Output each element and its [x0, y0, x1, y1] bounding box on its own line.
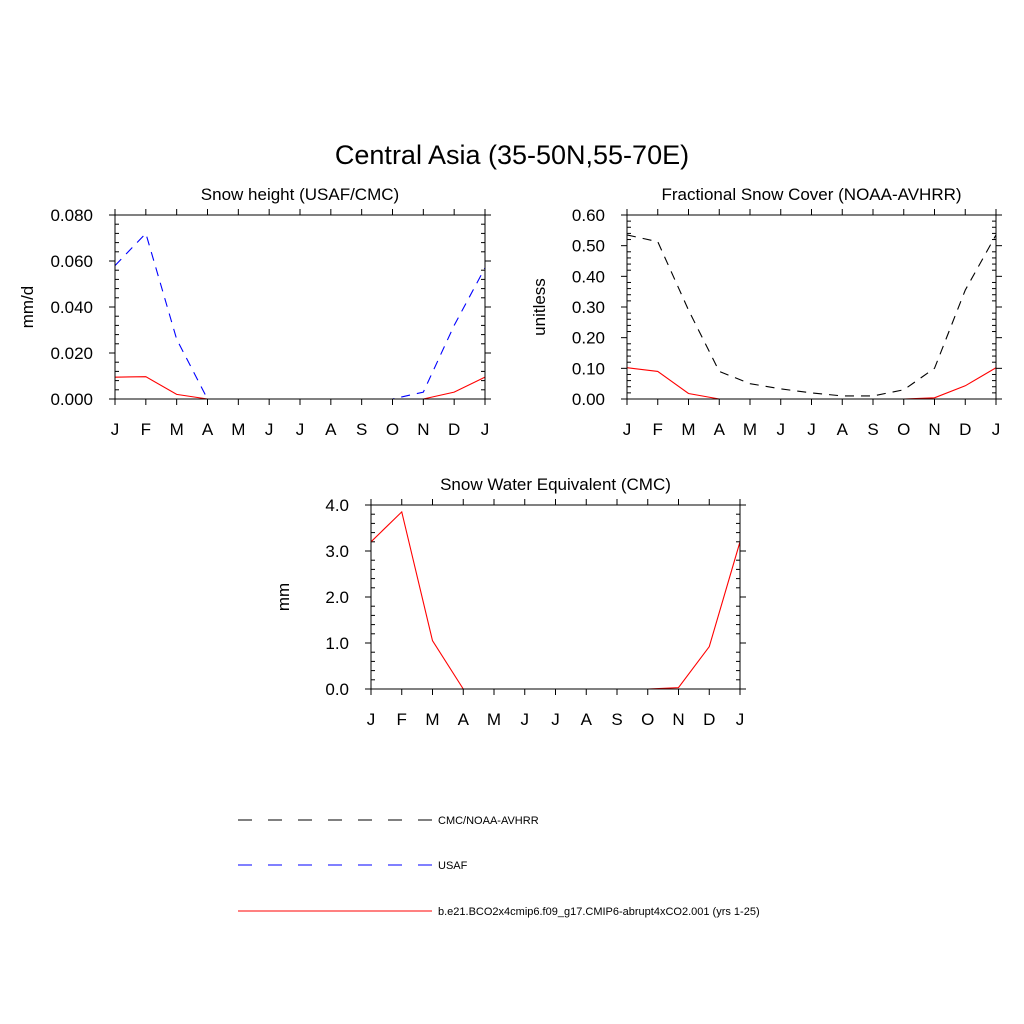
y-tick-label: 3.0	[325, 542, 349, 561]
x-tick-label: A	[458, 710, 470, 729]
x-tick-label: J	[777, 420, 786, 439]
x-tick-label: M	[425, 710, 439, 729]
legend-entry: b.e21.BCO2x4cmip6.f09_g17.CMIP6-abrupt4x…	[238, 906, 760, 918]
x-tick-label: J	[265, 420, 274, 439]
x-tick-label: O	[386, 420, 399, 439]
legend-entry: CMC/NOAA-AVHRR	[238, 815, 539, 827]
series-line-b-e21-bco2x4cmip6-f09-g17-cmip6-abrupt4xco2-001	[370, 510, 741, 690]
x-tick-label: F	[397, 710, 407, 729]
x-tick-label: M	[743, 420, 757, 439]
x-tick-label: M	[681, 420, 695, 439]
y-tick-label: 0.60	[572, 206, 605, 225]
x-tick-label: N	[928, 420, 940, 439]
x-tick-label: M	[170, 420, 184, 439]
x-tick-label: S	[611, 710, 622, 729]
x-tick-label: J	[367, 710, 376, 729]
y-tick-label: 4.0	[325, 496, 349, 515]
y-tick-label: 0.020	[50, 344, 93, 363]
x-tick-label: O	[641, 710, 654, 729]
plot-frame	[370, 504, 741, 690]
chart-panel-1: Snow height (USAF/CMC)mm/dJ F M A M J J A S O N D J0…	[18, 185, 491, 439]
series-line-cmc-noaa-avhrr	[626, 234, 997, 397]
x-tick-label: D	[703, 710, 715, 729]
x-tick-label: D	[959, 420, 971, 439]
x-tick-label: S	[356, 420, 367, 439]
x-tick-label: J	[992, 420, 1001, 439]
x-tick-label: D	[448, 420, 460, 439]
legend-label: b.e21.BCO2x4cmip6.f09_g17.CMIP6-abrupt4x…	[438, 906, 760, 918]
y-axis-label: unitless	[530, 278, 549, 336]
x-tick-label: J	[623, 420, 632, 439]
y-tick-label: 0.00	[572, 390, 605, 409]
y-tick-label: 0.0	[325, 680, 349, 699]
x-tick-label: J	[111, 420, 120, 439]
x-tick-label: O	[897, 420, 910, 439]
x-tick-label: F	[653, 420, 663, 439]
x-tick-label: S	[867, 420, 878, 439]
plot-frame	[114, 214, 486, 400]
x-tick-label: J	[521, 710, 530, 729]
x-tick-label: J	[481, 420, 490, 439]
panel-title: Fractional Snow Cover (NOAA-AVHRR)	[661, 185, 961, 204]
chart-panel-3: Snow Water Equivalent (CMC)mmJ F M A M J J A S O N…	[274, 475, 746, 729]
x-tick-label: A	[581, 710, 593, 729]
panel-title: Snow Water Equivalent (CMC)	[440, 475, 671, 494]
x-tick-label: J	[736, 710, 745, 729]
y-tick-label: 0.060	[50, 252, 93, 271]
x-tick-label: A	[202, 420, 214, 439]
x-tick-label: A	[837, 420, 849, 439]
x-tick-label: J	[807, 420, 816, 439]
y-tick-label: 0.040	[50, 298, 93, 317]
chart-panel-2: Fractional Snow Cover (NOAA-AVHRR) unitle…	[530, 185, 1002, 439]
plot-frame	[626, 214, 997, 400]
y-tick-label: 2.0	[325, 588, 349, 607]
x-tick-label: A	[325, 420, 337, 439]
y-axis-label: mm	[274, 583, 293, 611]
y-tick-label: 0.080	[50, 206, 93, 225]
x-tick-label: M	[231, 420, 245, 439]
y-tick-label: 0.40	[572, 267, 605, 286]
series-line-b-e21-bco2x4cmip6-f09-g17-cmip6-abrupt4xco2-001	[626, 367, 997, 400]
panels: Snow height (USAF/CMC)mm/dJ F M A M J J A S O N D J0…	[18, 185, 1002, 729]
legend-label: USAF	[438, 860, 468, 872]
x-tick-label: A	[714, 420, 726, 439]
y-tick-label: 0.10	[572, 359, 605, 378]
y-tick-label: 0.20	[572, 329, 605, 348]
x-tick-label: N	[672, 710, 684, 729]
x-tick-label: N	[417, 420, 429, 439]
series-line-usaf	[114, 232, 486, 400]
figure-title: Central Asia (35-50N,55-70E)	[335, 140, 689, 170]
y-tick-label: 0.50	[572, 237, 605, 256]
legend: CMC/NOAA-AVHRR USAF b.e21.BCO2x4cmip6.f09_…	[238, 815, 760, 918]
y-tick-label: 0.30	[572, 298, 605, 317]
panel-title: Snow height (USAF/CMC)	[201, 185, 399, 204]
x-tick-label: F	[141, 420, 151, 439]
x-tick-label: J	[296, 420, 305, 439]
y-tick-label: 1.0	[325, 634, 349, 653]
legend-entry: USAF	[238, 860, 468, 872]
x-tick-label: J	[551, 710, 560, 729]
x-tick-label: M	[487, 710, 501, 729]
y-tick-label: 0.000	[50, 390, 93, 409]
y-axis-label: mm/d	[18, 286, 37, 329]
legend-label: CMC/NOAA-AVHRR	[438, 815, 539, 827]
